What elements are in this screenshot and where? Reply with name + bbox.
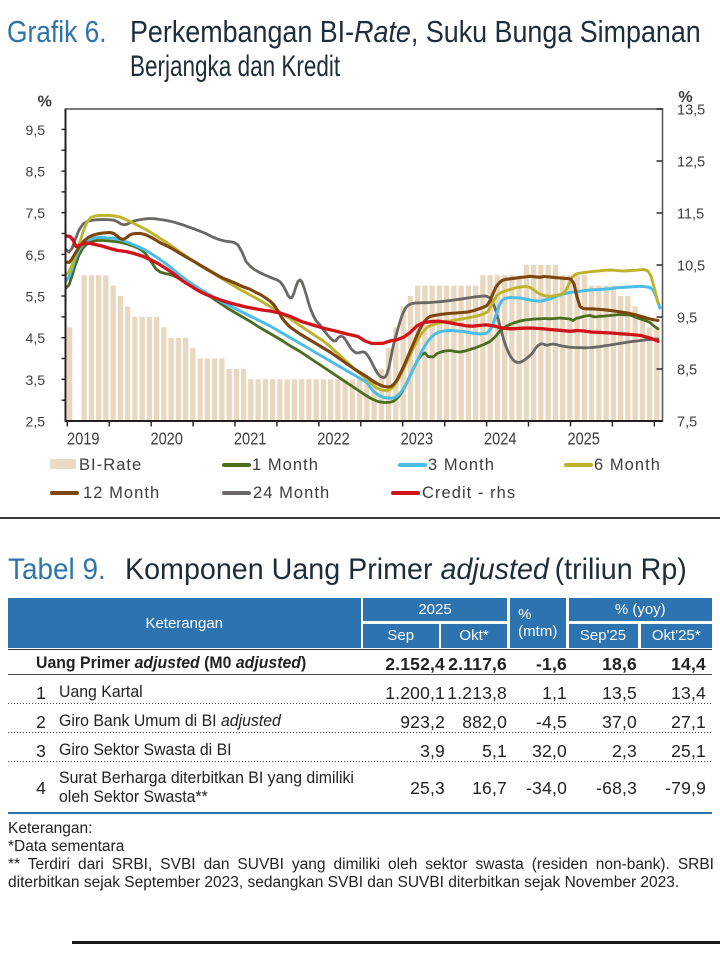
- svg-text:2020: 2020: [150, 429, 183, 449]
- svg-text:9,5: 9,5: [26, 122, 46, 138]
- svg-text:2024: 2024: [484, 429, 517, 449]
- svg-text:2022: 2022: [317, 429, 350, 449]
- svg-text:8,5: 8,5: [26, 164, 46, 180]
- svg-text:%: %: [38, 93, 52, 110]
- svg-text:8,5: 8,5: [677, 363, 697, 379]
- svg-text:7,5: 7,5: [26, 205, 46, 221]
- svg-text:4,5: 4,5: [26, 330, 46, 346]
- svg-text:13,5: 13,5: [677, 103, 705, 119]
- svg-text:2021: 2021: [234, 429, 267, 449]
- svg-text:9,5: 9,5: [677, 311, 697, 327]
- svg-text:2,5: 2,5: [26, 414, 46, 430]
- svg-text:2025: 2025: [567, 429, 600, 449]
- svg-text:3,5: 3,5: [26, 372, 46, 388]
- svg-text:10,5: 10,5: [677, 259, 705, 275]
- svg-text:7,5: 7,5: [677, 415, 697, 431]
- svg-text:2023: 2023: [401, 429, 434, 449]
- svg-text:12,5: 12,5: [677, 155, 705, 171]
- svg-text:%: %: [678, 89, 692, 106]
- svg-text:11,5: 11,5: [677, 207, 704, 223]
- svg-text:2019: 2019: [67, 429, 100, 449]
- svg-text:6,5: 6,5: [26, 247, 46, 263]
- svg-text:5,5: 5,5: [26, 289, 46, 305]
